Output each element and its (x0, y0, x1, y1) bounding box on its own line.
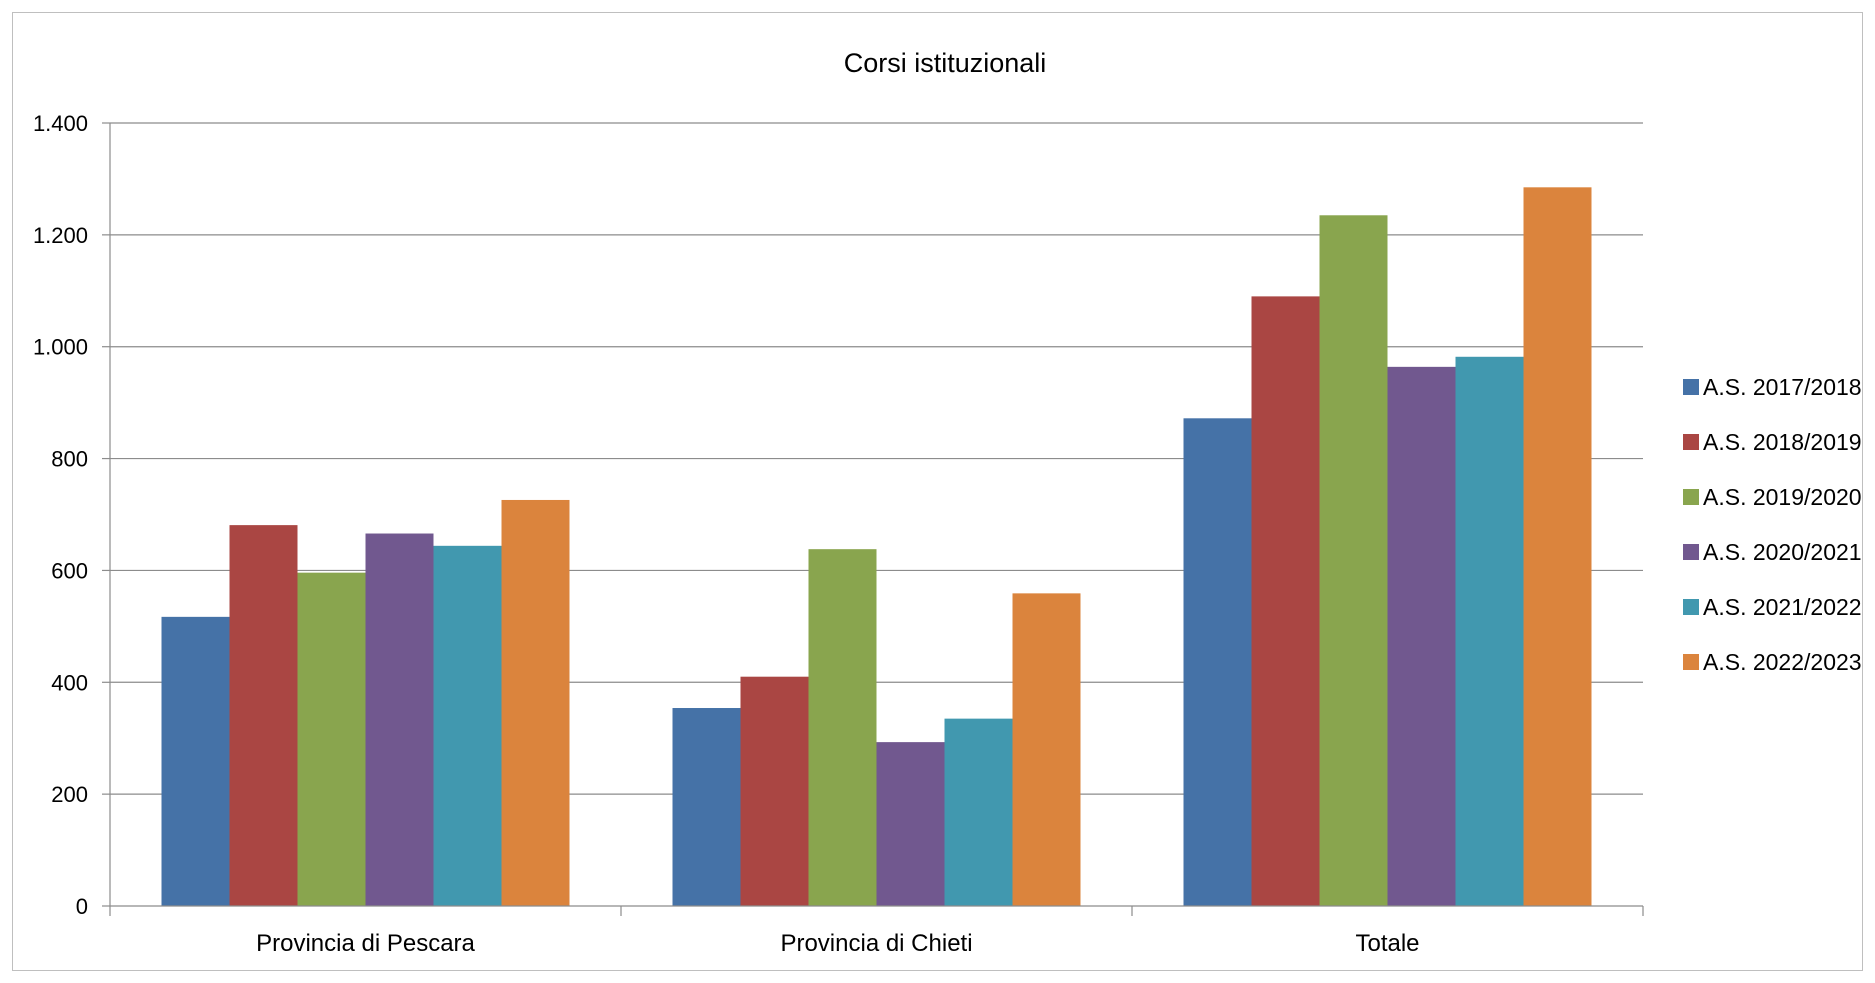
bar (1387, 366, 1456, 906)
y-tick-label: 600 (51, 558, 88, 583)
legend-label: A.S. 2017/2018 (1703, 374, 1862, 400)
legend-label: A.S. 2020/2021 (1703, 539, 1862, 565)
bar (1523, 187, 1592, 906)
bar (876, 742, 945, 906)
legend-swatch (1683, 599, 1699, 615)
legend-label: A.S. 2021/2022 (1703, 594, 1862, 620)
bar (808, 549, 877, 906)
x-tick-label: Totale (1355, 930, 1419, 957)
legend-swatch (1683, 379, 1699, 395)
bar (501, 499, 570, 906)
y-tick-label: 800 (51, 447, 88, 472)
y-tick-label: 1.200 (33, 223, 88, 248)
legend-swatch (1683, 489, 1699, 505)
legend-swatch (1683, 654, 1699, 670)
y-tick-label: 1.000 (33, 335, 88, 360)
bar (672, 708, 741, 906)
bar (229, 525, 298, 906)
legend-swatch (1683, 434, 1699, 450)
y-tick-label: 400 (51, 670, 88, 695)
legend: A.S. 2017/2018 A.S. 2018/2019 A.S. 2019/20… (1683, 374, 1862, 675)
chart-title: Corsi istituzionali (844, 48, 1047, 78)
x-tick-label: Provincia di Pescara (256, 930, 475, 957)
bar (740, 676, 809, 906)
legend-swatch (1683, 544, 1699, 560)
legend-label: A.S. 2022/2023 (1703, 649, 1862, 675)
bar (365, 533, 434, 906)
bar (1455, 356, 1524, 906)
y-tick-label: 200 (51, 782, 88, 807)
legend-label: A.S. 2018/2019 (1703, 429, 1862, 455)
axes: 0 200 400 600 800 1.000 1.200 1.400 Provincia di… (33, 111, 1644, 957)
bar (1183, 418, 1252, 906)
bar (1251, 296, 1320, 907)
legend-label: A.S. 2019/2020 (1703, 484, 1862, 510)
bar (161, 616, 230, 906)
bar (433, 545, 502, 906)
bar (1319, 215, 1388, 906)
bar (944, 718, 1013, 906)
bar (1012, 593, 1081, 906)
y-tick-label: 1.400 (33, 111, 88, 136)
x-tick-label: Provincia di Chieti (780, 930, 972, 957)
y-tick-label: 0 (76, 894, 88, 919)
bars (161, 187, 1592, 907)
bar (297, 572, 366, 906)
